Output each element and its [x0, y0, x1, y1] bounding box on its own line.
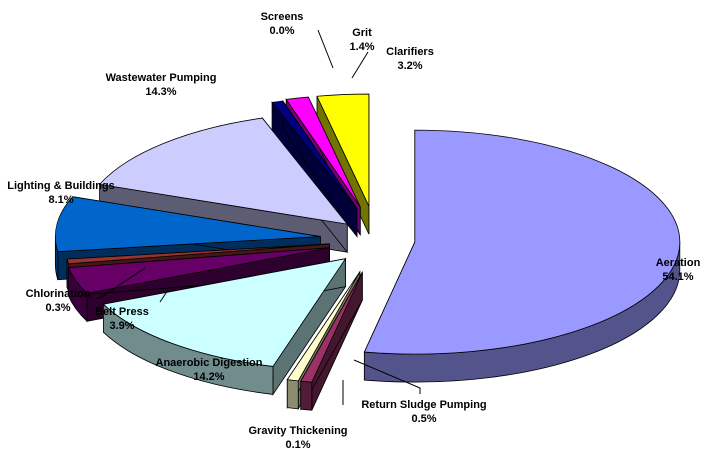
label-lighting-and-buildings: Lighting & Buildings 8.1% [7, 180, 115, 206]
slice-grit [285, 96, 361, 208]
leader-chlorination [96, 267, 146, 299]
label-chlorination: Chlorination 0.3% [26, 288, 91, 314]
leader-screens [317, 29, 334, 69]
slice-screens [271, 100, 358, 209]
leader-return-sludge-pumping [353, 359, 421, 394]
slice-clarifiers [316, 93, 370, 207]
label-anaerobic-digestion: Anaerobic Digestion 14.2% [156, 357, 263, 383]
leader-grit [351, 51, 369, 79]
label-gravity-thickening: Gravity Thickening 0.1% [248, 425, 347, 451]
slice-return-sludge-pumping [300, 272, 363, 383]
label-grit: Grit 1.4% [349, 27, 374, 53]
label-aeration: Aeration 54.1% [656, 257, 701, 283]
label-return-sludge-pumping: Return Sludge Pumping 0.5% [361, 399, 486, 425]
leader-lines [96, 29, 421, 405]
label-wastewater-pumping: Wastewater Pumping 14.3% [106, 72, 217, 98]
slice-anaerobic-digestion [102, 258, 347, 367]
leader-belt-press [159, 289, 169, 303]
label-clarifiers: Clarifiers 3.2% [386, 46, 434, 72]
slice-side-0-return-sludge-pumping [300, 380, 313, 411]
label-belt-press: Belt Press 3.9% [95, 306, 149, 332]
label-screens: Screens 0.0% [261, 11, 304, 37]
pie-slices [54, 93, 681, 383]
slice-wastewater-pumping [98, 117, 349, 225]
slice-gravity-thickening [286, 271, 361, 382]
slice-side-0-gravity-thickening [286, 379, 299, 410]
slice-lighting-and-buildings [54, 196, 321, 253]
slice-labels: Aeration 54.1% Return Sludge Pumping 0.5% Gr… [7, 11, 700, 451]
slice-aeration [363, 129, 681, 355]
slice-chlorination [66, 243, 330, 265]
slice-belt-press [67, 247, 330, 294]
